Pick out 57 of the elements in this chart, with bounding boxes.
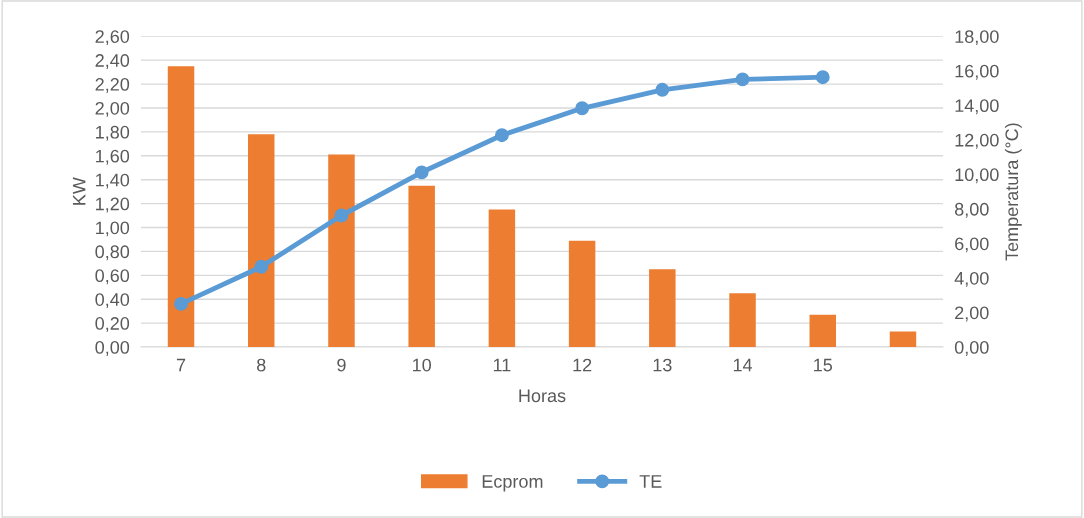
bar [889,331,917,348]
bar [568,240,596,348]
y-tick-label: 0,80 [95,245,130,261]
bar [809,314,836,348]
bar [408,185,435,348]
y-tick-label: 1,20 [96,197,130,213]
x-tick-label: 15 [814,358,833,372]
x-axis-title: Horas [519,389,566,403]
y-tick-label: 0,60 [95,269,130,285]
point [575,101,590,116]
y-tick-label: 1,00 [96,221,130,237]
y-tick-label: 2,40 [95,54,130,70]
x-tick-label: 13 [653,358,672,372]
y2-tick-label: 0,00 [954,340,989,356]
bar [248,134,275,348]
x-tick-label: 12 [573,358,592,372]
point [655,82,670,97]
legend-label: Ecprom [482,475,543,492]
y-tick-label: 2,00 [95,101,130,117]
y-tick-label: 1,40 [96,173,130,189]
y-tick-label: 0,00 [95,340,130,356]
bar [649,269,676,348]
point [735,72,750,87]
y2-tick-label: 8,00 [954,202,989,218]
bar [488,209,516,348]
x-tick-label: 10 [413,358,432,372]
point [494,128,509,143]
y-tick-label: 1,80 [96,125,130,141]
x-tick-label: 8 [257,358,266,372]
point [174,296,188,311]
x-tick-label: 11 [493,358,511,372]
y2-tick-label: 12,00 [955,133,999,149]
x-tick-label: 9 [337,358,346,372]
y-tick-label: 1,60 [96,149,130,165]
y2-tick-label: 16,00 [955,64,999,80]
y-tick-label: 0,40 [95,293,130,309]
legend-label: TE [639,475,662,488]
bar [167,66,195,348]
y2-tick-label: 18,00 [955,30,999,46]
x-tick-label: 14 [733,358,753,372]
bar [729,293,756,348]
bar [328,154,355,348]
x-tick-label: 7 [176,358,186,372]
point [414,165,429,180]
y2-tick-label: 2,00 [955,306,989,322]
y-tick-label: 2,60 [95,30,130,46]
y2-tick-label: 6,00 [955,237,989,253]
point [254,259,269,274]
y2-tick-label: 14,00 [955,99,999,115]
y2-tick-label: 4,00 [954,271,989,287]
y2-tick-label: 10,00 [955,168,999,184]
point [815,70,830,85]
y2-axis-title: Temperatura (°C) [1004,123,1022,261]
y-tick-label: 2,20 [95,78,130,93]
point [334,208,349,223]
y-axis-title: KW [72,177,86,205]
y-tick-label: 0,20 [95,317,130,333]
